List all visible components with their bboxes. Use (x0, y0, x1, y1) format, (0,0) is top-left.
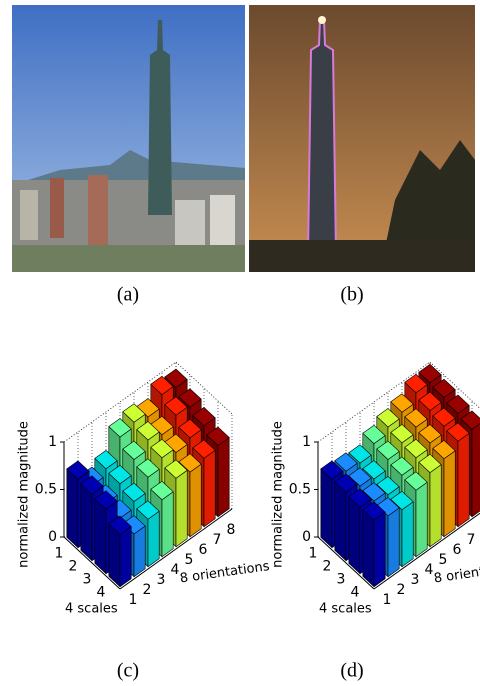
x-tick-label: 3 (157, 572, 166, 588)
bar-front-face (416, 482, 427, 557)
bar-left-face (95, 499, 106, 574)
y-tick-label: 4 (97, 585, 106, 601)
z-axis-label: normalized magnitude (17, 421, 32, 568)
bar-left-face (349, 497, 360, 574)
bar-front-face (430, 465, 441, 547)
bar-left-face (335, 482, 346, 561)
x-tick-label: 3 (411, 572, 420, 588)
z-tick-label: 0.5 (289, 482, 311, 498)
bar-front-face (120, 526, 131, 586)
photo-b (249, 5, 475, 272)
x-tick-label: 7 (213, 532, 222, 548)
x-tick-label: 2 (143, 582, 152, 598)
z-tick-label: 0 (48, 529, 57, 545)
bar (363, 502, 385, 587)
z-axis-label: normalized magnitude (271, 421, 286, 568)
x-tick-label: 1 (383, 592, 392, 608)
z-tick-label: 0 (302, 529, 311, 545)
caption: (b) (340, 284, 363, 306)
figure: (a) (b) 00.51123412345678normalized magn… (0, 0, 480, 686)
x-tick-label: 8 (227, 522, 236, 538)
y-tick-label: 1 (55, 546, 64, 562)
y-tick-label: 3 (337, 572, 346, 588)
bar-front-face (176, 470, 187, 546)
y-tick-label: 4 (351, 585, 360, 601)
bar-front-face (218, 437, 229, 516)
x-tick-label: 1 (129, 592, 138, 608)
bar-front-face (204, 450, 215, 526)
bar-front-face (162, 492, 173, 557)
y-tick-label: 3 (83, 572, 92, 588)
photo-a (12, 5, 245, 272)
bar-left-face (81, 484, 92, 561)
bar-front-face (148, 511, 159, 567)
y-axis-label: 4 scales (319, 602, 372, 617)
caption: (a) (117, 284, 139, 306)
z-tick-label: 1 (302, 434, 311, 450)
bar-front-face (134, 526, 145, 577)
x-tick-label: 2 (397, 582, 406, 598)
bar-front-face (458, 433, 469, 527)
x-tick-label: 6 (453, 542, 462, 558)
y-tick-label: 2 (323, 559, 332, 575)
bar-front-face (444, 451, 455, 537)
bar (109, 516, 131, 587)
bar-left-face (109, 524, 120, 587)
x-tick-label: 6 (199, 542, 208, 558)
z-tick-label: 1 (48, 434, 57, 450)
bar-left-face (67, 469, 78, 548)
caption: (d) (340, 660, 363, 682)
x-tick-label: 4 (171, 562, 180, 578)
y-tick-label: 2 (69, 559, 78, 575)
z-tick-label: 0.5 (35, 482, 57, 498)
y-axis-label: 4 scales (65, 602, 118, 617)
x-tick-label: 5 (439, 552, 448, 568)
bar-left-face (363, 510, 374, 587)
x-tick-label: 4 (425, 562, 434, 578)
bar-left-face (321, 469, 332, 548)
bar-front-face (374, 512, 385, 587)
y-tick-label: 1 (309, 546, 318, 562)
bar-front-face (472, 421, 480, 516)
bar-front-face (402, 502, 413, 567)
bar-front-face (388, 508, 399, 577)
caption: (c) (117, 660, 139, 682)
x-tick-label: 5 (185, 552, 194, 568)
bar-front-face (190, 464, 201, 537)
x-tick-label: 7 (467, 532, 476, 548)
